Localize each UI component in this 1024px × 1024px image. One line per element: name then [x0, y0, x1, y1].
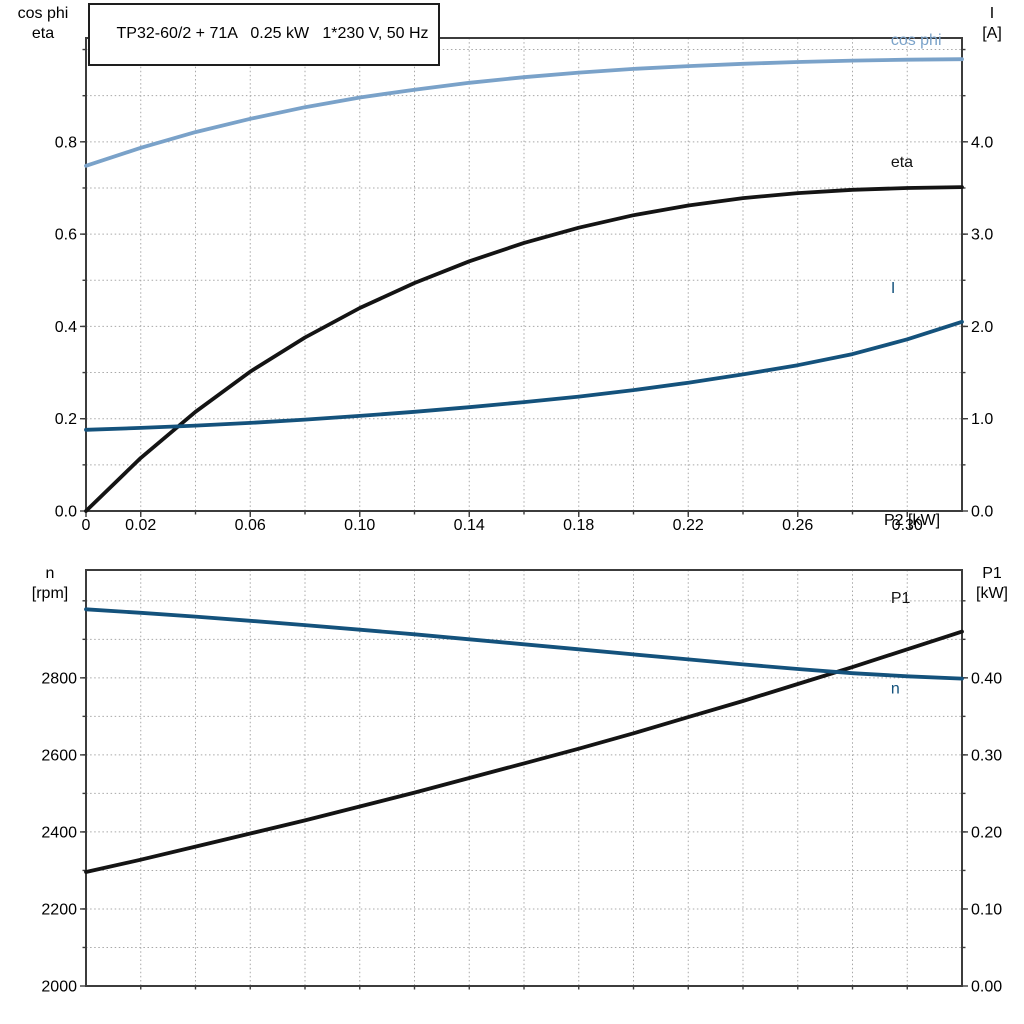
i-curve-label: I	[891, 280, 895, 297]
bottom-chart: 2000 2200 2400 2600 2800 0.00 0.10 0.20 0.30 0.40…	[41, 569, 1002, 996]
left-tick-label: 0.4	[55, 319, 77, 336]
top-right-axis-label: I [A]	[961, 4, 1023, 44]
cos-phi-curve	[84, 57, 964, 168]
gridlines	[86, 570, 962, 986]
right-tick-label: 0.40	[971, 670, 1002, 687]
left-tick-label: 0.6	[55, 227, 77, 244]
left-tick-label: 0.8	[55, 134, 77, 151]
p1-curve-label: P1	[891, 590, 911, 607]
cos-phi-curve-label: cos phi	[891, 32, 942, 49]
i-curve	[84, 319, 964, 432]
ampere-unit-label: [A]	[982, 25, 1002, 42]
left-tick-label: 2600	[41, 747, 77, 764]
chart-title-box: TP32-60/2 + 71A 0.25 kW 1*230 V, 50 Hz	[88, 3, 440, 66]
right-tick-label: 2.0	[971, 319, 993, 336]
left-tick-label: 0.0	[55, 504, 77, 521]
x-tick-label: 0.18	[563, 517, 594, 534]
current-axis-label: I	[989, 5, 995, 22]
top-chart: 0 0.02 0.06 0.10 0.14 0.18 0.22 0.26 0.30 0.0 0.2 0…	[55, 32, 994, 534]
bottom-right-axis-label: P1 [kW]	[961, 564, 1023, 604]
top-left-axis-label: cos phi eta	[0, 4, 86, 44]
left-tick-label: 2000	[41, 979, 77, 996]
right-tick-label: 0.0	[971, 504, 993, 521]
left-tick-label: 2400	[41, 824, 77, 841]
tick-labels: 2000 2200 2400 2600 2800 0.00 0.10 0.20 0.30 0.40	[41, 670, 1002, 995]
x-tick-label: 0.26	[782, 517, 813, 534]
right-tick-label: 3.0	[971, 227, 993, 244]
n-curve	[84, 607, 964, 681]
plot-border	[85, 37, 963, 512]
right-tick-label: 1.0	[971, 411, 993, 428]
x-tick-label: 0.14	[454, 517, 485, 534]
right-tick-label: 0.20	[971, 824, 1002, 841]
rpm-unit-label: [rpm]	[31, 585, 69, 602]
eta-curve	[84, 185, 964, 513]
speed-axis-label: n	[45, 565, 55, 582]
x-tick-label: 0.02	[125, 517, 156, 534]
cos-phi-axis-label: cos phi	[17, 5, 69, 22]
p1-curve	[84, 629, 964, 874]
eta-curve-label: eta	[891, 154, 913, 171]
right-tick-label: 0.10	[971, 901, 1002, 918]
axis-ticks	[80, 48, 968, 517]
x-tick-label: 0.30	[892, 517, 923, 534]
chart-title: TP32-60/2 + 71A 0.25 kW 1*230 V, 50 Hz	[116, 25, 429, 42]
right-tick-label: 4.0	[971, 134, 993, 151]
kw-unit-label: [kW]	[976, 585, 1008, 602]
tick-labels: 0 0.02 0.06 0.10 0.14 0.18 0.22 0.26 0.30 0.0 0.2 0…	[55, 134, 994, 534]
right-tick-label: 0.30	[971, 747, 1002, 764]
x-tick-label: 0.22	[673, 517, 704, 534]
right-tick-label: 0.00	[971, 979, 1002, 996]
gridlines	[86, 38, 962, 511]
bottom-left-axis-label: n [rpm]	[14, 564, 86, 604]
left-tick-label: 2800	[41, 670, 77, 687]
x-tick-label: 0.06	[235, 517, 266, 534]
left-tick-label: 0.2	[55, 411, 77, 428]
n-curve-label: n	[891, 680, 900, 697]
plot-border	[85, 569, 963, 987]
x-tick-label: 0	[82, 517, 91, 534]
x-tick-label: 0.10	[344, 517, 375, 534]
p1-axis-label: P1	[982, 565, 1002, 582]
left-tick-label: 2200	[41, 901, 77, 918]
x-axis-label: P2 [kW]	[884, 512, 941, 529]
eta-axis-label: eta	[31, 25, 55, 42]
